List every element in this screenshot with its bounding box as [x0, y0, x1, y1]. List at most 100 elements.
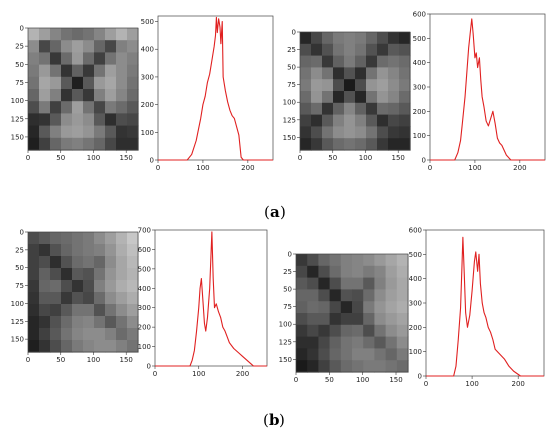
y-tick-label: 0 [422, 157, 426, 165]
heatmap-cell [340, 324, 353, 338]
heatmap-cell [296, 336, 308, 349]
y-tick-label: 150 [279, 356, 292, 364]
heatmap-cell [105, 89, 117, 102]
heatmap-cell [116, 28, 128, 41]
heatmap-cell [307, 313, 319, 326]
y-tick-label: 400 [141, 46, 154, 54]
y-tick-label: 150 [11, 336, 24, 344]
y-tick-label: 25 [15, 43, 24, 51]
y-tick-label: 0 [20, 25, 24, 33]
y-tick-label: 600 [138, 246, 151, 254]
heatmap-cell [329, 360, 342, 373]
heatmap-cell [61, 52, 73, 66]
heatmap-cell [72, 280, 84, 293]
heatmap-cell [83, 328, 95, 341]
heatmap-cell [385, 254, 398, 267]
y-tick-label: 200 [138, 324, 151, 332]
heatmap-cell [366, 55, 378, 68]
heatmap-cell [396, 348, 409, 361]
heatmap-cell [300, 126, 312, 139]
heatmap-cell [105, 76, 117, 90]
heatmap-cell [61, 113, 73, 127]
heatmap-cell [318, 360, 331, 373]
heatmap-cell [333, 138, 345, 151]
heatmap-cell [363, 289, 375, 302]
x-tick-label: 0 [428, 164, 432, 172]
histogram-line [158, 16, 273, 161]
y-tick-label: 200 [409, 324, 422, 332]
heatmap-cell [72, 113, 84, 127]
y-tick-label: 75 [287, 81, 296, 89]
heatmap-cell [72, 89, 84, 102]
heatmap-cell [366, 32, 378, 45]
heatmap-cell [127, 113, 139, 127]
heatmap-cell [105, 52, 117, 66]
heatmap-cell [28, 113, 40, 127]
heatmap-cell [105, 328, 117, 341]
x-tick-label: 50 [56, 154, 65, 162]
heatmap-cell [50, 256, 62, 269]
heatmap-cell [307, 336, 319, 349]
heatmap-cell [363, 301, 375, 314]
heatmap-cell [377, 114, 389, 127]
heatmap-cell [61, 304, 73, 317]
heatmap-cell [396, 301, 409, 314]
y-tick-label: 25 [283, 268, 292, 276]
heatmap-cell [363, 313, 375, 326]
heatmap-cell [50, 113, 62, 127]
heatmap-cell [307, 277, 319, 290]
heatmap-cell [50, 280, 62, 293]
heatmap-cell [296, 360, 308, 373]
heatmap-cell [352, 265, 364, 279]
heatmap-cell [333, 32, 345, 45]
heatmap-cell [388, 55, 400, 68]
x-tick-label: 100 [87, 356, 100, 364]
heatmap-cell [127, 125, 139, 139]
heatmap-cell [94, 137, 106, 151]
heatmap-cell [340, 289, 353, 302]
y-tick-label: 100 [409, 348, 422, 356]
heatmap-cell [105, 101, 117, 114]
heatmap-cell [307, 289, 319, 302]
heatmap-cell [105, 28, 117, 41]
heatmap-cell [83, 280, 95, 293]
heatmap-cell [61, 280, 73, 293]
heatmap-cell [396, 336, 409, 349]
heatmap-cell [374, 336, 387, 349]
heatmap-frame [27, 27, 139, 151]
y-tick-label: 50 [15, 61, 24, 69]
heatmap-cell [105, 113, 117, 127]
heatmap-cell [50, 76, 62, 90]
heatmap-cell [105, 40, 117, 53]
x-tick-label: 50 [56, 356, 65, 364]
heatmap-cell [72, 268, 84, 281]
caption-a-open: ( [264, 203, 270, 221]
heatmap-cell [344, 67, 356, 80]
heatmap-cell [318, 289, 331, 302]
heatmap-cell [50, 340, 62, 353]
heatmap-cell [377, 138, 389, 151]
histogram-line [430, 18, 545, 161]
heatmap-cell [388, 126, 400, 139]
heatmap-cell [94, 280, 106, 293]
heatmap-cell [396, 324, 409, 338]
heatmap-cell [355, 102, 367, 116]
heatmap-cell [39, 76, 51, 90]
heatmap-cell [28, 137, 40, 151]
y-tick-label: 25 [15, 246, 24, 254]
heatmap-cell [396, 265, 409, 279]
heatmap-cell [83, 40, 95, 53]
x-tick-label: 50 [325, 376, 334, 384]
heatmap-cell [318, 265, 331, 279]
heatmap-cell [311, 67, 323, 80]
heatmap-cell [94, 76, 106, 90]
heatmap-cell [94, 40, 106, 53]
x-tick-label: 100 [468, 164, 481, 172]
heatmap-cell [116, 125, 128, 139]
heatmap-cell [333, 67, 345, 80]
heatmap-cell [300, 32, 312, 45]
heatmap-cell [105, 340, 117, 353]
plot-frame [429, 13, 546, 161]
heatmap-cell [61, 125, 73, 139]
